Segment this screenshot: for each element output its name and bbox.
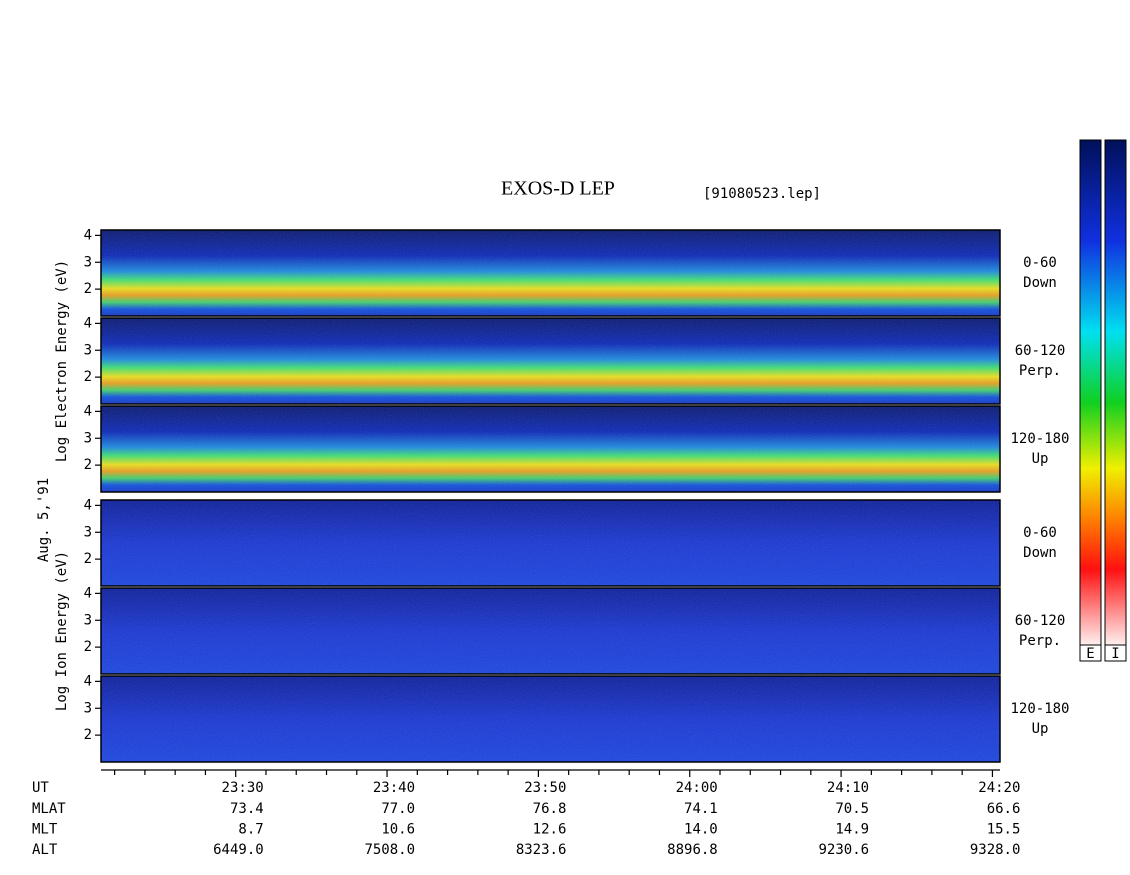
ephemeris-value: 6449.0 <box>213 842 264 858</box>
y-tick-label: 4 <box>84 403 92 419</box>
panel-noise <box>101 406 1000 492</box>
y-tick-label: 4 <box>84 227 92 243</box>
panel-angle: 0-60 <box>1023 525 1057 541</box>
panel-frame <box>100 675 1001 763</box>
panel-frame <box>100 317 1001 405</box>
panel-noise <box>101 588 1000 674</box>
panel-angle: 120-180 <box>1010 431 1069 447</box>
panel-noise <box>101 500 1000 586</box>
ephemeris-value: 8.7 <box>238 822 263 838</box>
y-tick-label: 3 <box>84 254 92 270</box>
ephemeris-value: 14.0 <box>684 822 718 838</box>
panel-noise <box>101 676 1000 762</box>
colorbar-label-box <box>1104 644 1127 662</box>
y-tick-label: 2 <box>84 551 92 567</box>
ephemeris-value: 74.1 <box>684 801 718 817</box>
x-tick-label: 23:40 <box>373 780 415 796</box>
panel-frame <box>100 229 1001 317</box>
x-tick-label: 24:20 <box>978 780 1020 796</box>
panel-direction: Perp. <box>1019 363 1061 379</box>
ephemeris-value: 73.4 <box>230 801 264 817</box>
panel-direction: Perp. <box>1019 633 1061 649</box>
panel-frame <box>100 587 1001 675</box>
x-tick-label: 23:50 <box>524 780 566 796</box>
colorbar-label: I <box>1111 646 1119 662</box>
y-tick-label: 3 <box>84 700 92 716</box>
y-axis-label: Log Electron Energy (eV) <box>54 260 70 462</box>
colorbar <box>1079 139 1102 646</box>
colorbar-label-box <box>1079 644 1102 662</box>
panel-direction: Up <box>1032 451 1049 467</box>
panel-noise <box>101 318 1000 404</box>
y-tick-label: 3 <box>84 430 92 446</box>
ephemeris-value: 9328.0 <box>970 842 1021 858</box>
colorbar <box>1104 139 1127 646</box>
ephemeris-name: MLAT <box>32 801 66 817</box>
y-tick-label: 2 <box>84 639 92 655</box>
y-tick-label: 3 <box>84 524 92 540</box>
panel-noise <box>101 230 1000 316</box>
y-tick-label: 4 <box>84 315 92 331</box>
ephemeris-value: 8896.8 <box>667 842 718 858</box>
ephemeris-value: 8323.6 <box>516 842 567 858</box>
panel-frame <box>100 499 1001 587</box>
panel-direction: Up <box>1032 721 1049 737</box>
chart-subtitle: [91080523.lep] <box>703 186 821 202</box>
date-label: Aug. 5,'91 <box>36 478 52 562</box>
x-tick-label: 24:10 <box>827 780 869 796</box>
ephemeris-value: 7508.0 <box>364 842 415 858</box>
ephemeris-value: 10.6 <box>381 822 415 838</box>
y-tick-label: 2 <box>84 369 92 385</box>
ephemeris-value: 9230.6 <box>819 842 870 858</box>
y-tick-label: 4 <box>84 497 92 513</box>
x-tick-label: 23:30 <box>222 780 264 796</box>
panel-direction: Down <box>1023 275 1057 291</box>
ephemeris-name: ALT <box>32 842 58 858</box>
ephemeris-value: 14.9 <box>835 822 869 838</box>
y-tick-label: 2 <box>84 727 92 743</box>
x-tick-label: 24:00 <box>676 780 718 796</box>
ephemeris-value: 77.0 <box>381 801 415 817</box>
ephemeris-value: 66.6 <box>987 801 1021 817</box>
ephemeris-value: 12.6 <box>533 822 567 838</box>
panel-direction: Down <box>1023 545 1057 561</box>
colorbar-label: E <box>1086 646 1094 662</box>
chart-title: EXOS-D LEP <box>501 178 615 200</box>
panel-angle: 60-120 <box>1015 343 1066 359</box>
y-tick-label: 3 <box>84 612 92 628</box>
x-axis-label: UT <box>32 780 49 796</box>
ephemeris-value: 76.8 <box>533 801 567 817</box>
panel-angle: 0-60 <box>1023 255 1057 271</box>
panel-frame <box>100 405 1001 493</box>
y-tick-label: 4 <box>84 673 92 689</box>
ephemeris-value: 70.5 <box>835 801 869 817</box>
y-axis-label: Log Ion Energy (eV) <box>54 551 70 711</box>
y-tick-label: 2 <box>84 457 92 473</box>
ephemeris-name: MLT <box>32 822 58 838</box>
y-tick-label: 2 <box>84 281 92 297</box>
panel-angle: 120-180 <box>1010 701 1069 717</box>
y-tick-label: 4 <box>84 585 92 601</box>
ephemeris-value: 15.5 <box>987 822 1021 838</box>
panel-angle: 60-120 <box>1015 613 1066 629</box>
y-tick-label: 3 <box>84 342 92 358</box>
